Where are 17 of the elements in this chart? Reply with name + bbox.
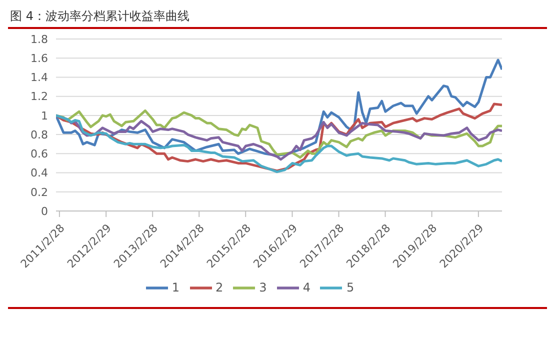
- y-tick-label: 0.2: [30, 186, 48, 199]
- y-tick-label: 1: [41, 109, 48, 122]
- legend-label: 1: [172, 280, 180, 294]
- y-tick-label: 0.8: [30, 128, 48, 142]
- y-tick-label: 1.8: [30, 32, 48, 46]
- y-tick-label: 1.6: [30, 52, 48, 66]
- line-series: [56, 114, 502, 174]
- chart-title: 图 4：波动率分档累计收益率曲线: [9, 8, 190, 25]
- legend-label: 2: [216, 280, 224, 294]
- y-tick-label: 0.4: [30, 166, 48, 180]
- y-tick-label: 0: [41, 204, 48, 218]
- legend-label: 5: [346, 280, 354, 294]
- y-tick-label: 1.4: [30, 71, 48, 84]
- y-tick-label: 1.2: [30, 90, 48, 104]
- y-tick-label: 0.6: [30, 148, 48, 161]
- legend-label: 4: [302, 280, 310, 294]
- legend-label: 3: [259, 280, 267, 294]
